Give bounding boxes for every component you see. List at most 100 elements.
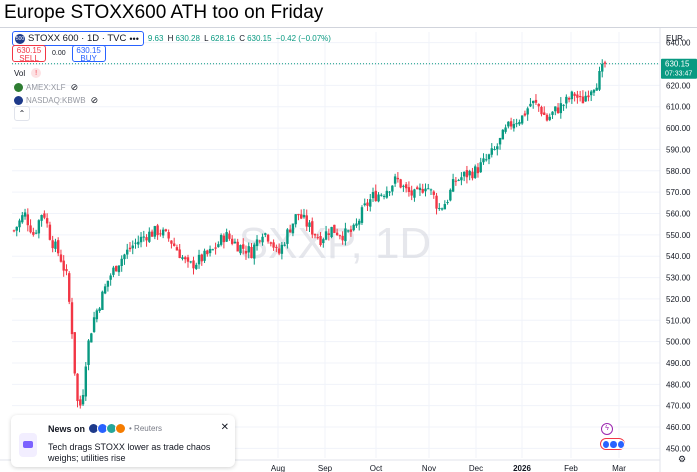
candle-body	[589, 91, 593, 96]
candle-body	[346, 230, 350, 232]
candle-body	[258, 240, 261, 242]
candle-body	[440, 208, 444, 210]
x-tick-label: Feb	[564, 464, 578, 472]
indicator-xlf[interactable]: AMEX:XLF ⊘	[14, 82, 78, 93]
index-logo-icon: 500	[15, 33, 25, 44]
chevron-up-icon[interactable]: ⌃	[14, 106, 30, 121]
more-options-icon[interactable]: •••	[129, 33, 139, 44]
close-icon[interactable]: ✕	[220, 422, 229, 433]
candle-body	[421, 188, 424, 193]
candle-body	[200, 254, 203, 262]
candle-body	[219, 234, 223, 245]
candle-body	[98, 308, 101, 311]
hidden-eye-icon[interactable]: ⊘	[70, 82, 79, 92]
candle-body	[134, 242, 137, 244]
lightning-icon[interactable]: ϟ	[601, 423, 613, 435]
candle-body	[87, 340, 90, 365]
kbwb-logo-icon	[14, 96, 23, 105]
candle-body	[123, 254, 126, 260]
currency-label: EUR	[666, 34, 683, 43]
candle-body	[62, 260, 65, 271]
indicator-kbwb[interactable]: NASDAQ:KBWB ⊘	[14, 95, 98, 106]
candle-body	[366, 202, 369, 206]
alert-icon[interactable]: !	[31, 68, 42, 78]
news-headline[interactable]: Tech drags STOXX lower as trade chaos we…	[48, 442, 211, 463]
last-price-value: 630.15	[665, 60, 690, 69]
candle-body	[90, 333, 93, 343]
source-dot-icon	[115, 423, 127, 434]
candle-body	[363, 203, 366, 206]
candle-body	[449, 189, 452, 201]
candle-body	[388, 191, 391, 193]
x-tick-label: Aug	[271, 464, 285, 472]
candle-body	[540, 106, 543, 115]
indicator-volume[interactable]: Vol !	[14, 68, 42, 78]
y-tick-label: 470.00	[666, 402, 691, 411]
candle-body	[283, 244, 286, 246]
candle-body	[297, 213, 300, 216]
candle-body	[523, 113, 527, 116]
candle-body	[175, 247, 179, 251]
candle-body	[70, 302, 74, 335]
candle-body	[131, 245, 134, 249]
y-tick-label: 580.00	[666, 167, 691, 176]
candle-body	[391, 185, 394, 192]
candle-body	[32, 232, 35, 235]
candle-body	[515, 123, 518, 125]
candle-body	[266, 234, 270, 242]
candle-body	[327, 233, 331, 235]
close-label: C	[239, 34, 246, 43]
candle-body	[236, 241, 239, 252]
candle-body	[211, 249, 215, 251]
news-header: News on • Reuters	[48, 423, 162, 434]
candle-body	[164, 229, 168, 232]
event-dot-icon	[616, 439, 625, 449]
candle-body	[95, 310, 99, 320]
candle-body	[280, 244, 284, 254]
y-tick-label: 540.00	[666, 252, 691, 261]
candle-body	[277, 248, 281, 254]
candle-body	[402, 185, 405, 187]
close-value: 630.15	[247, 34, 272, 43]
symbol-selector[interactable]: 500 STOXX 600 · 1D · TVC •••	[12, 31, 144, 46]
candle-body	[584, 95, 587, 102]
candle-body	[222, 235, 226, 243]
candle-body	[120, 258, 123, 266]
events-badge[interactable]	[600, 438, 625, 450]
y-tick-label: 590.00	[666, 145, 691, 154]
candle-body	[358, 220, 361, 225]
candlestick-chart[interactable]: SXXP, 1D450.00460.00470.00480.00490.0050…	[0, 28, 697, 472]
news-widget[interactable]: News on • Reuters Tech drags STOXX lower…	[11, 415, 235, 467]
candle-body	[228, 233, 231, 239]
candle-body	[512, 123, 516, 129]
x-tick-label: Nov	[422, 464, 436, 472]
hidden-eye-icon[interactable]: ⊘	[90, 95, 99, 105]
candle-body	[217, 244, 220, 248]
candle-body	[554, 106, 557, 112]
news-icon	[19, 433, 37, 457]
trade-buttons: 630.15 SELL 0.00 630.15 BUY	[12, 45, 106, 63]
change-value: −0.42 (−0.07%)	[275, 34, 331, 43]
candle-body	[443, 204, 447, 210]
candle-body	[454, 180, 458, 182]
candle-body	[399, 179, 402, 188]
candle-body	[393, 176, 397, 184]
candle-body	[451, 179, 455, 192]
candle-body	[537, 103, 540, 107]
gear-icon[interactable]: ⚙	[678, 454, 687, 464]
candle-body	[474, 166, 477, 178]
buy-button[interactable]: 630.15 BUY	[71, 45, 106, 63]
y-tick-label: 450.00	[666, 444, 691, 453]
candle-body	[92, 317, 96, 332]
candle-body	[556, 107, 560, 114]
sell-button[interactable]: 630.15 SELL	[12, 45, 46, 63]
candle-body	[272, 242, 275, 248]
symbol-legend: 500 STOXX 600 · 1D · TVC ••• 9.63 H 630.2…	[12, 31, 333, 46]
news-source: • Reuters	[129, 424, 163, 433]
candle-body	[117, 265, 121, 273]
candle-body	[76, 373, 79, 402]
chart-area[interactable]: SXXP, 1D 450.00 460.00 470.00 480.00 490.00 50…	[0, 27, 697, 472]
xlf-logo-icon	[14, 83, 23, 92]
candle-body	[598, 71, 601, 90]
candle-body	[286, 229, 289, 244]
